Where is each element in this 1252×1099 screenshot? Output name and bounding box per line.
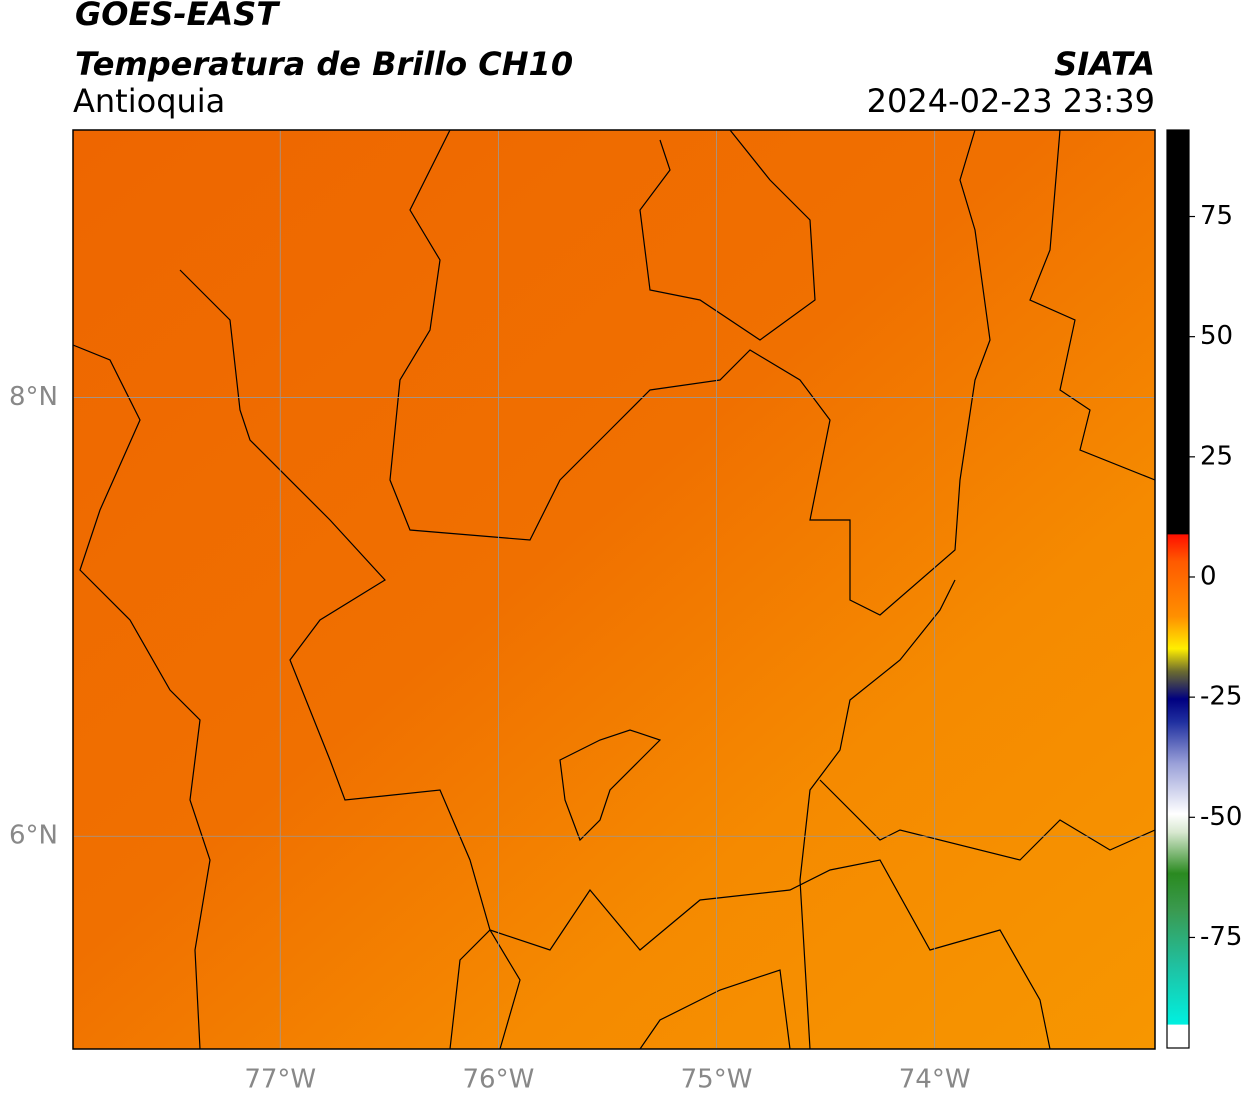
- boundary: [559, 729, 662, 842]
- title: GOES-EAST: [75, 0, 280, 33]
- boundary: [73, 344, 211, 1049]
- colorbar-tick-label: 75: [1200, 201, 1233, 231]
- boundary: [179, 269, 1051, 1049]
- boundary: [639, 969, 791, 1049]
- colorbar-tick-label: -50: [1200, 802, 1242, 832]
- subtitle: Temperatura de Brillo CH10: [75, 45, 573, 83]
- region: Antioquia: [73, 82, 225, 120]
- colorbar-tick-label: 50: [1200, 321, 1233, 351]
- colorbar-tick-label: 25: [1200, 441, 1233, 471]
- boundary: [449, 929, 521, 1049]
- colorbar-tick-label: -75: [1200, 922, 1242, 952]
- boundary: [639, 130, 816, 341]
- y-tick-label: 8°N: [9, 382, 58, 412]
- temperature-field: [73, 130, 1155, 1049]
- colorbar: [1166, 129, 1190, 1049]
- boundary: [389, 130, 991, 616]
- boundary: [819, 779, 1155, 861]
- boundary: [1029, 130, 1155, 481]
- x-tick-label: 74°W: [899, 1065, 971, 1095]
- map-frame: [72, 129, 1156, 1050]
- x-tick-label: 75°W: [681, 1065, 753, 1095]
- boundary: [799, 579, 956, 1049]
- colorbar-tick-label: 0: [1200, 561, 1217, 591]
- map-area: [73, 130, 1155, 1049]
- x-tick-label: 77°W: [244, 1065, 316, 1095]
- y-tick-label: 6°N: [9, 821, 58, 851]
- x-tick-label: 76°W: [462, 1065, 534, 1095]
- colorbar-tick-label: -25: [1200, 682, 1242, 712]
- timestamp: 2024-02-23 23:39: [867, 82, 1155, 120]
- source: SIATA: [1054, 45, 1155, 83]
